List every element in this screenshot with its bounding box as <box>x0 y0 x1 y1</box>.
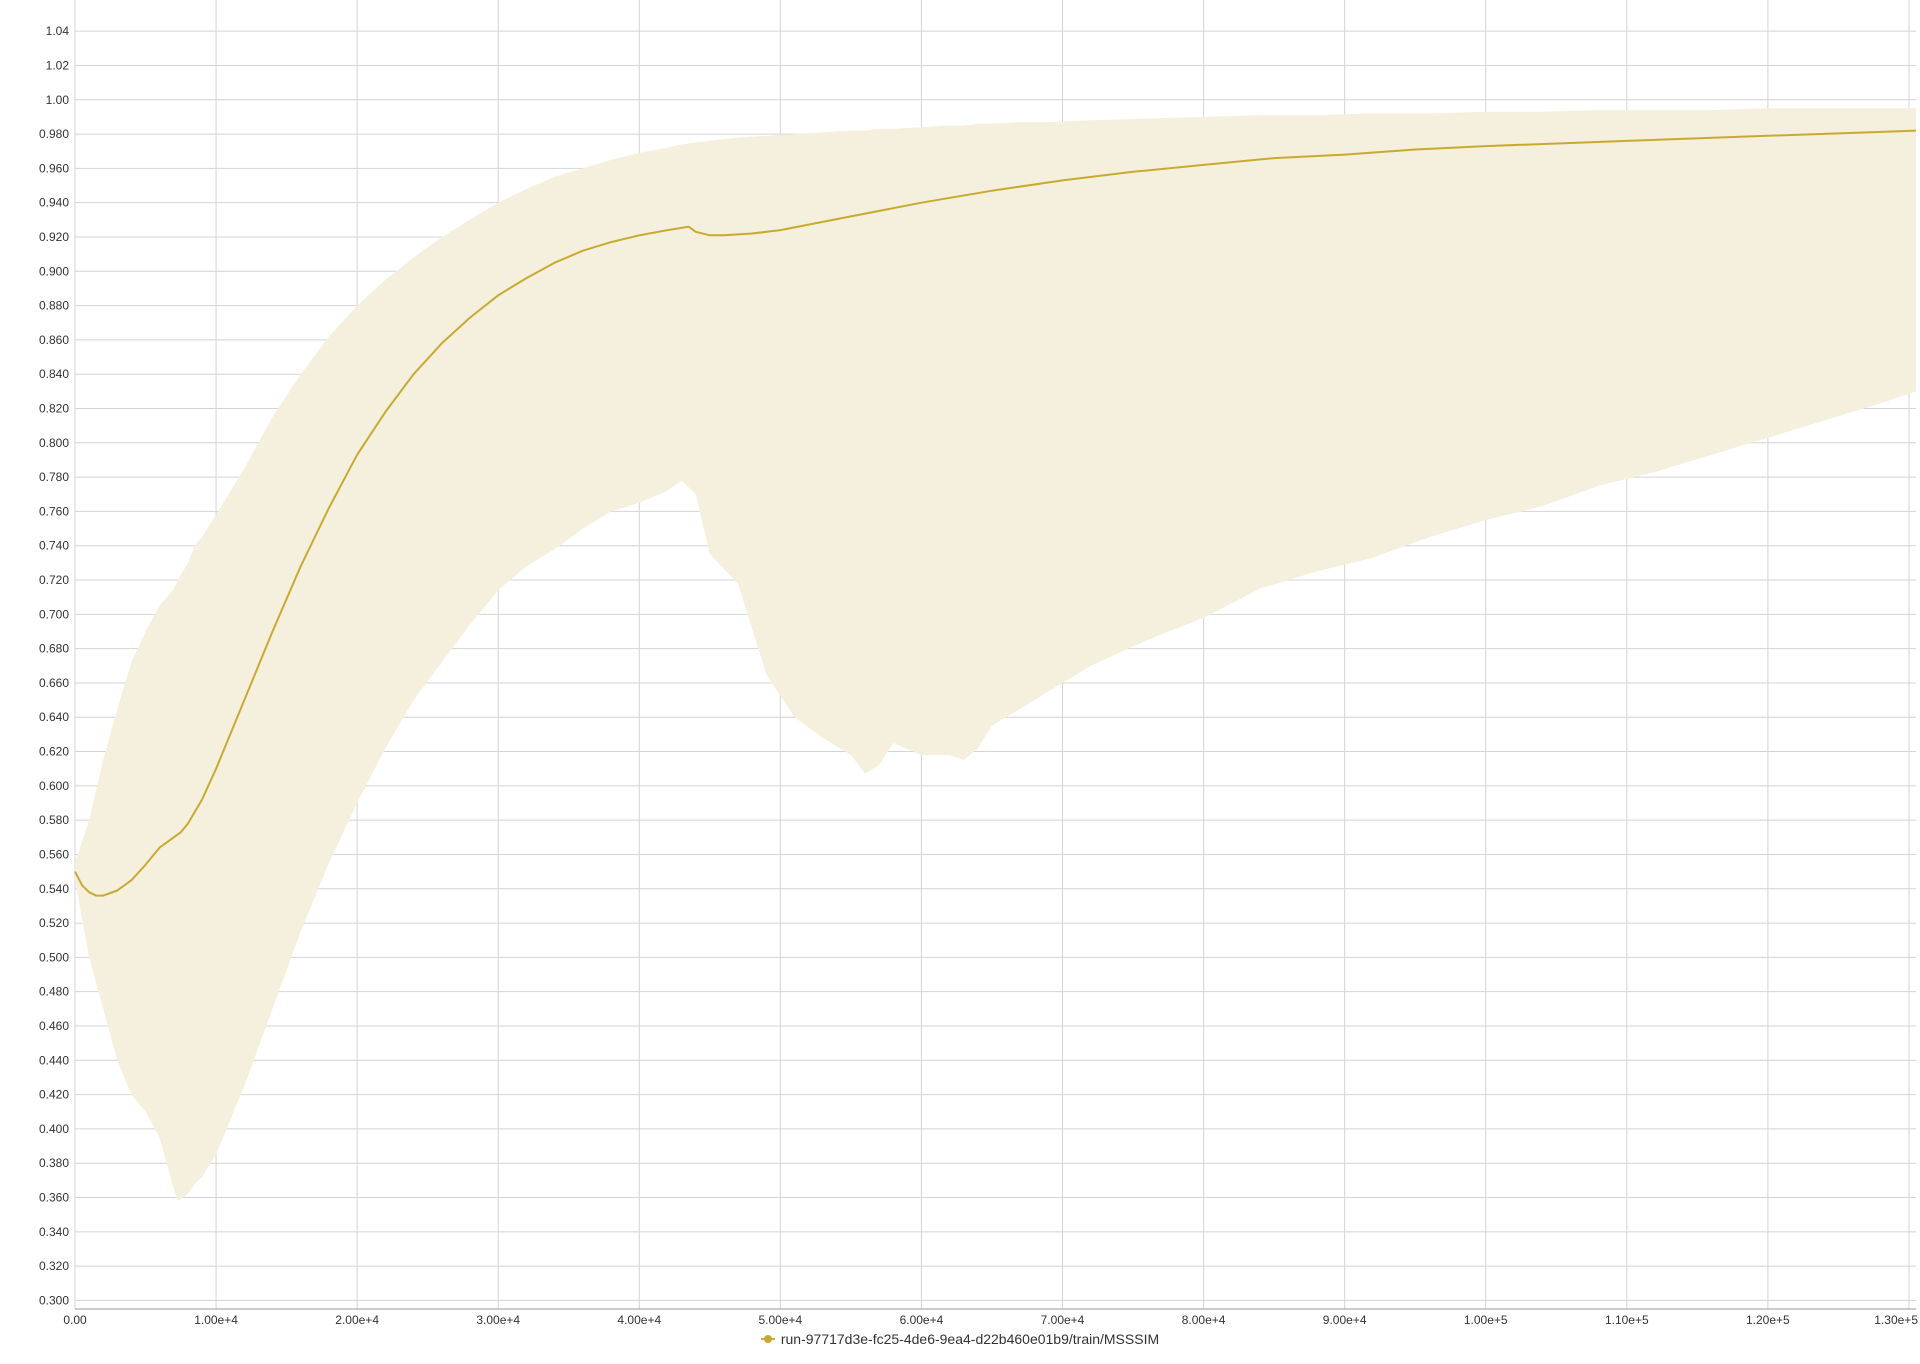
y-tick-label: 0.420 <box>39 1088 69 1102</box>
x-tick-label: 6.00e+4 <box>900 1313 944 1327</box>
y-tick-label: 0.880 <box>39 299 69 313</box>
y-tick-label: 0.580 <box>39 813 69 827</box>
y-tick-label: 0.620 <box>39 745 69 759</box>
x-tick-label: 9.00e+4 <box>1323 1313 1367 1327</box>
y-tick-label: 1.04 <box>46 24 70 38</box>
x-tick-label: 8.00e+4 <box>1182 1313 1226 1327</box>
x-tick-label: 2.00e+4 <box>335 1313 379 1327</box>
y-tick-label: 0.900 <box>39 264 69 278</box>
y-tick-label: 0.860 <box>39 333 69 347</box>
y-tick-label: 0.700 <box>39 607 69 621</box>
y-tick-label: 0.440 <box>39 1053 69 1067</box>
y-tick-label: 0.540 <box>39 882 69 896</box>
y-tick-label: 0.680 <box>39 642 69 656</box>
legend-label: run-97717d3e-fc25-4de6-9ea4-d22b460e01b9… <box>780 1331 1160 1347</box>
y-tick-label: 0.940 <box>39 196 69 210</box>
y-tick-label: 0.340 <box>39 1225 69 1239</box>
y-tick-label: 0.920 <box>39 230 69 244</box>
y-tick-label: 0.960 <box>39 161 69 175</box>
x-tick-label: 1.20e+5 <box>1746 1313 1790 1327</box>
y-axis-tick-labels: 0.300 0.320 0.340 0.360 0.380 0.400 0.420 0.440… <box>39 24 69 1307</box>
y-tick-label: 0.800 <box>39 436 69 450</box>
y-tick-label: 0.520 <box>39 916 69 930</box>
x-tick-label: 1.10e+5 <box>1605 1313 1649 1327</box>
x-tick-label: 4.00e+4 <box>617 1313 661 1327</box>
x-tick-label: 5.00e+4 <box>759 1313 803 1327</box>
y-tick-label: 0.320 <box>39 1259 69 1273</box>
legend-marker-icon <box>760 1335 775 1343</box>
legend: run-97717d3e-fc25-4de6-9ea4-d22b460e01b9… <box>0 1330 1920 1347</box>
y-tick-label: 0.760 <box>39 504 69 518</box>
x-tick-label: 1.30e+5 <box>1874 1313 1918 1327</box>
y-tick-label: 0.600 <box>39 779 69 793</box>
y-tick-label: 0.560 <box>39 847 69 861</box>
y-tick-label: 0.400 <box>39 1122 69 1136</box>
y-tick-label: 0.980 <box>39 127 69 141</box>
x-tick-label: 0.00 <box>63 1313 87 1327</box>
x-tick-label: 1.00e+5 <box>1464 1313 1508 1327</box>
y-tick-label: 1.00 <box>46 93 70 107</box>
series-line <box>74 129 1917 897</box>
y-tick-label: 0.820 <box>39 402 69 416</box>
y-tick-label: 1.02 <box>46 58 70 72</box>
y-tick-label: 0.660 <box>39 676 69 690</box>
y-tick-label: 0.300 <box>39 1293 69 1307</box>
y-tick-label: 0.500 <box>39 950 69 964</box>
x-tick-label: 1.00e+4 <box>194 1313 238 1327</box>
x-tick-label: 3.00e+4 <box>476 1313 520 1327</box>
y-tick-label: 0.460 <box>39 1019 69 1033</box>
y-tick-label: 0.720 <box>39 573 69 587</box>
y-tick-label: 0.840 <box>39 367 69 381</box>
legend-item[interactable]: run-97717d3e-fc25-4de6-9ea4-d22b460e01b9… <box>760 1331 1160 1347</box>
x-axis-tick-labels: 0.00 1.00e+4 2.00e+4 3.00e+4 4.00e+4 5.00e+4 6… <box>63 1313 1918 1327</box>
y-tick-label: 0.380 <box>39 1156 69 1170</box>
y-tick-label: 0.780 <box>39 470 69 484</box>
y-tick-label: 0.480 <box>39 985 69 999</box>
y-tick-label: 0.740 <box>39 539 69 553</box>
y-tick-label: 0.360 <box>39 1191 69 1205</box>
x-tick-label: 7.00e+4 <box>1041 1313 1085 1327</box>
min-max-band <box>75 108 1916 1201</box>
y-tick-label: 0.640 <box>39 710 69 724</box>
